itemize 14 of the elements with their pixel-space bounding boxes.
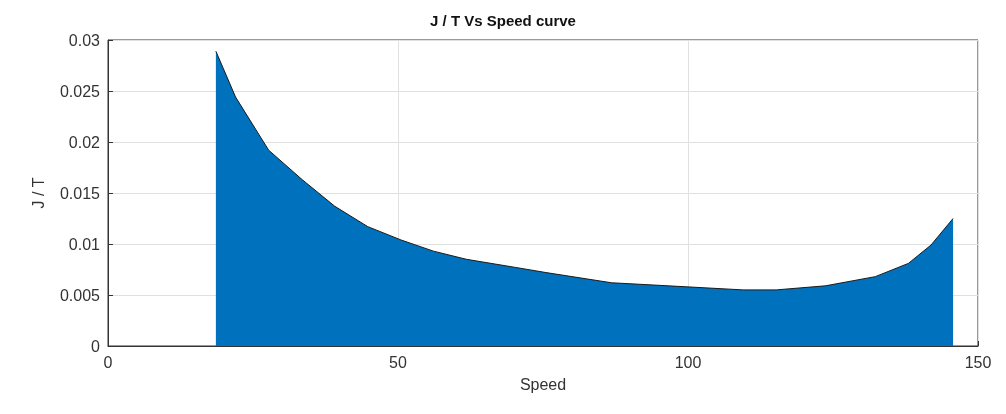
x-axis-title: Speed <box>519 375 567 393</box>
x-tick-label: 0 <box>103 353 113 371</box>
y-axis-title: J / T <box>29 177 47 209</box>
y-tick-label: 0.025 <box>59 82 101 100</box>
y-tick-label: 0.03 <box>68 31 101 49</box>
y-tick-label: 0 <box>91 337 101 355</box>
chart-title: J / T Vs Speed curve <box>430 12 576 29</box>
x-tick-label: 150 <box>964 353 992 371</box>
y-tick-label: 0.02 <box>68 133 101 151</box>
y-tick-label: 0.015 <box>59 184 101 202</box>
x-tick-label: 50 <box>389 353 407 371</box>
x-tick-label: 100 <box>674 353 702 371</box>
y-tick-label: 0.005 <box>59 286 101 304</box>
y-tick-label: 0.01 <box>68 235 101 253</box>
